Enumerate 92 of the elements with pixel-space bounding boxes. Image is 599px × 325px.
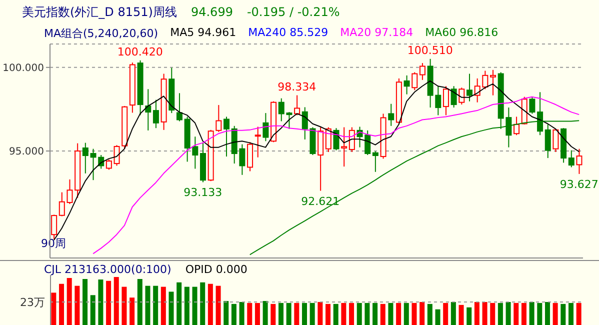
bar bbox=[168, 292, 174, 325]
bar bbox=[262, 301, 268, 325]
candlestick bbox=[490, 69, 496, 96]
candlestick bbox=[341, 126, 348, 168]
annotation: 100.510 bbox=[407, 44, 453, 57]
bar bbox=[184, 286, 190, 325]
candlestick bbox=[404, 74, 410, 95]
bar bbox=[412, 302, 417, 325]
bar bbox=[137, 278, 142, 325]
bar bbox=[568, 302, 574, 325]
bar bbox=[427, 304, 432, 325]
bar bbox=[130, 298, 135, 325]
chart-title: 美元指数(外汇_D 8151)周线 bbox=[22, 5, 177, 19]
bar bbox=[82, 278, 88, 325]
bar bbox=[310, 302, 315, 325]
bar bbox=[208, 284, 213, 325]
annotation: 93.133 bbox=[184, 186, 222, 200]
bar bbox=[529, 302, 534, 325]
bar bbox=[341, 302, 346, 325]
bar bbox=[286, 302, 292, 325]
bar bbox=[239, 302, 244, 325]
y-tick-label: 95.000 bbox=[9, 146, 44, 158]
bar bbox=[514, 302, 519, 325]
bar bbox=[114, 277, 119, 325]
bar bbox=[318, 302, 323, 325]
bar bbox=[490, 302, 496, 325]
bar bbox=[356, 302, 362, 325]
bar bbox=[231, 304, 236, 325]
text: MA5 94.961 bbox=[170, 26, 236, 41]
bar bbox=[66, 278, 72, 325]
bar bbox=[404, 302, 409, 325]
bar bbox=[98, 279, 104, 325]
text: CJL 213163.000(0:100) bbox=[44, 263, 172, 276]
bar bbox=[90, 295, 96, 325]
annotation: 92.621 bbox=[301, 194, 340, 208]
bar bbox=[552, 302, 558, 325]
bar bbox=[176, 282, 182, 325]
bar bbox=[544, 302, 550, 325]
y-tick-label: 100.000 bbox=[2, 62, 44, 74]
bar bbox=[506, 302, 511, 325]
bar bbox=[278, 302, 284, 325]
bar bbox=[537, 302, 542, 325]
bar bbox=[200, 282, 206, 325]
candlestick bbox=[544, 124, 551, 159]
bar bbox=[59, 284, 64, 325]
bar bbox=[192, 286, 198, 325]
bar bbox=[380, 304, 386, 325]
bar bbox=[106, 280, 112, 325]
annotation: 93.627 bbox=[560, 178, 598, 191]
text: -0.195 / -0.21% bbox=[246, 5, 340, 19]
bar bbox=[224, 301, 229, 325]
bar bbox=[396, 302, 402, 325]
bar bbox=[521, 302, 526, 325]
text: OPID 0.000 bbox=[185, 263, 248, 276]
bar bbox=[153, 286, 158, 325]
bar bbox=[247, 302, 252, 325]
bar bbox=[349, 302, 354, 325]
bar bbox=[51, 292, 56, 325]
bar bbox=[458, 304, 464, 325]
annotation: 98.334 bbox=[278, 80, 316, 94]
bar bbox=[420, 302, 425, 325]
bar bbox=[254, 302, 260, 325]
bar bbox=[372, 302, 378, 325]
bar bbox=[216, 286, 221, 325]
legend-label: MA240 85.529 bbox=[248, 26, 328, 41]
bar bbox=[388, 302, 394, 325]
bar bbox=[294, 302, 300, 325]
bar bbox=[435, 309, 440, 325]
bar bbox=[145, 286, 150, 325]
bar bbox=[270, 304, 276, 325]
bar bbox=[333, 304, 338, 325]
bar bbox=[482, 302, 488, 325]
bar bbox=[450, 302, 456, 325]
bar bbox=[443, 302, 448, 325]
candlestick bbox=[388, 103, 394, 126]
bar bbox=[466, 307, 472, 325]
bar bbox=[498, 302, 503, 325]
bar bbox=[474, 302, 480, 325]
text: MA20 97.184 bbox=[340, 26, 414, 41]
bar bbox=[576, 302, 582, 325]
legend-title: MA组合(5,240,20,60) bbox=[44, 26, 158, 41]
text: MA60 96.816 bbox=[425, 26, 498, 41]
text: 94.699 bbox=[190, 5, 233, 19]
bar bbox=[302, 302, 307, 325]
bar bbox=[364, 302, 370, 325]
bar bbox=[160, 286, 166, 325]
bar bbox=[74, 286, 80, 325]
ref-line-label: 23万 bbox=[20, 296, 45, 309]
bar bbox=[122, 286, 127, 325]
annotation: 100.420 bbox=[117, 45, 163, 58]
bar bbox=[326, 304, 331, 325]
bar bbox=[560, 304, 566, 325]
